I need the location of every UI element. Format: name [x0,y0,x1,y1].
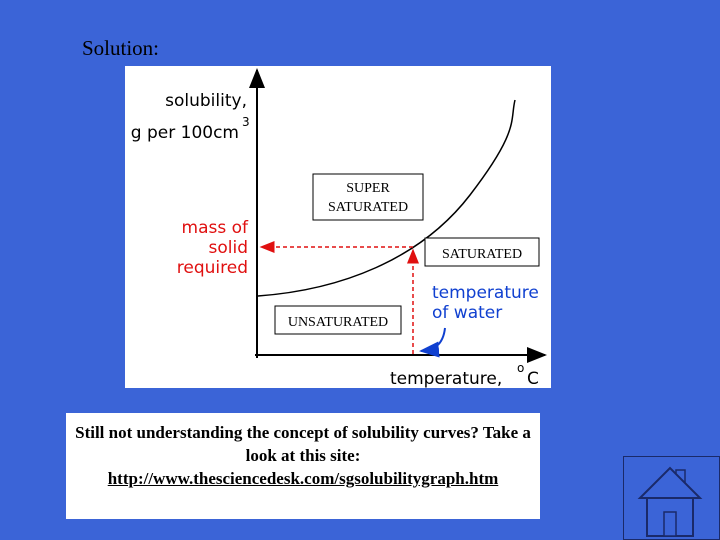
water-label: temperature [432,283,539,303]
temperature-pointer [419,327,446,358]
region-label: SATURATED [442,247,522,262]
unsaturated-box: UNSATURATED [274,305,402,335]
slide-title: Solution: [82,36,160,60]
region-box [274,305,402,335]
home-button[interactable] [623,456,720,540]
water-label: of water [432,303,502,323]
note-link[interactable]: http://www.thesciencedesk.com/sgsolubili… [107,469,499,488]
saturated-box: SATURATED [424,237,540,267]
x-label: temperature, [390,369,502,388]
mass-label: solid [209,238,249,258]
region-label: SUPER [346,181,390,196]
region-label: UNSATURATED [288,315,388,330]
region-box [424,237,540,267]
note-text: Still not understanding the concept of s… [75,423,531,465]
region-box [312,173,424,221]
home-door [663,511,677,537]
note-box: Still not understanding the concept of s… [66,413,540,519]
y-label: solubility, [165,91,247,111]
x-label-unit: C [527,369,539,388]
mass-label: mass of [182,218,249,238]
solubility-curve [257,99,516,297]
solubility-diagram: solubility, g per 100cm 3 mass of solid … [125,66,551,388]
y-label-superscript: 3 [242,115,250,129]
y-label: g per 100cm [131,123,239,143]
x-label-superscript: o [517,361,524,375]
region-label: SATURATED [328,200,408,215]
mass-label: required [177,258,248,278]
super-saturated-box: SUPER SATURATED [312,173,424,221]
